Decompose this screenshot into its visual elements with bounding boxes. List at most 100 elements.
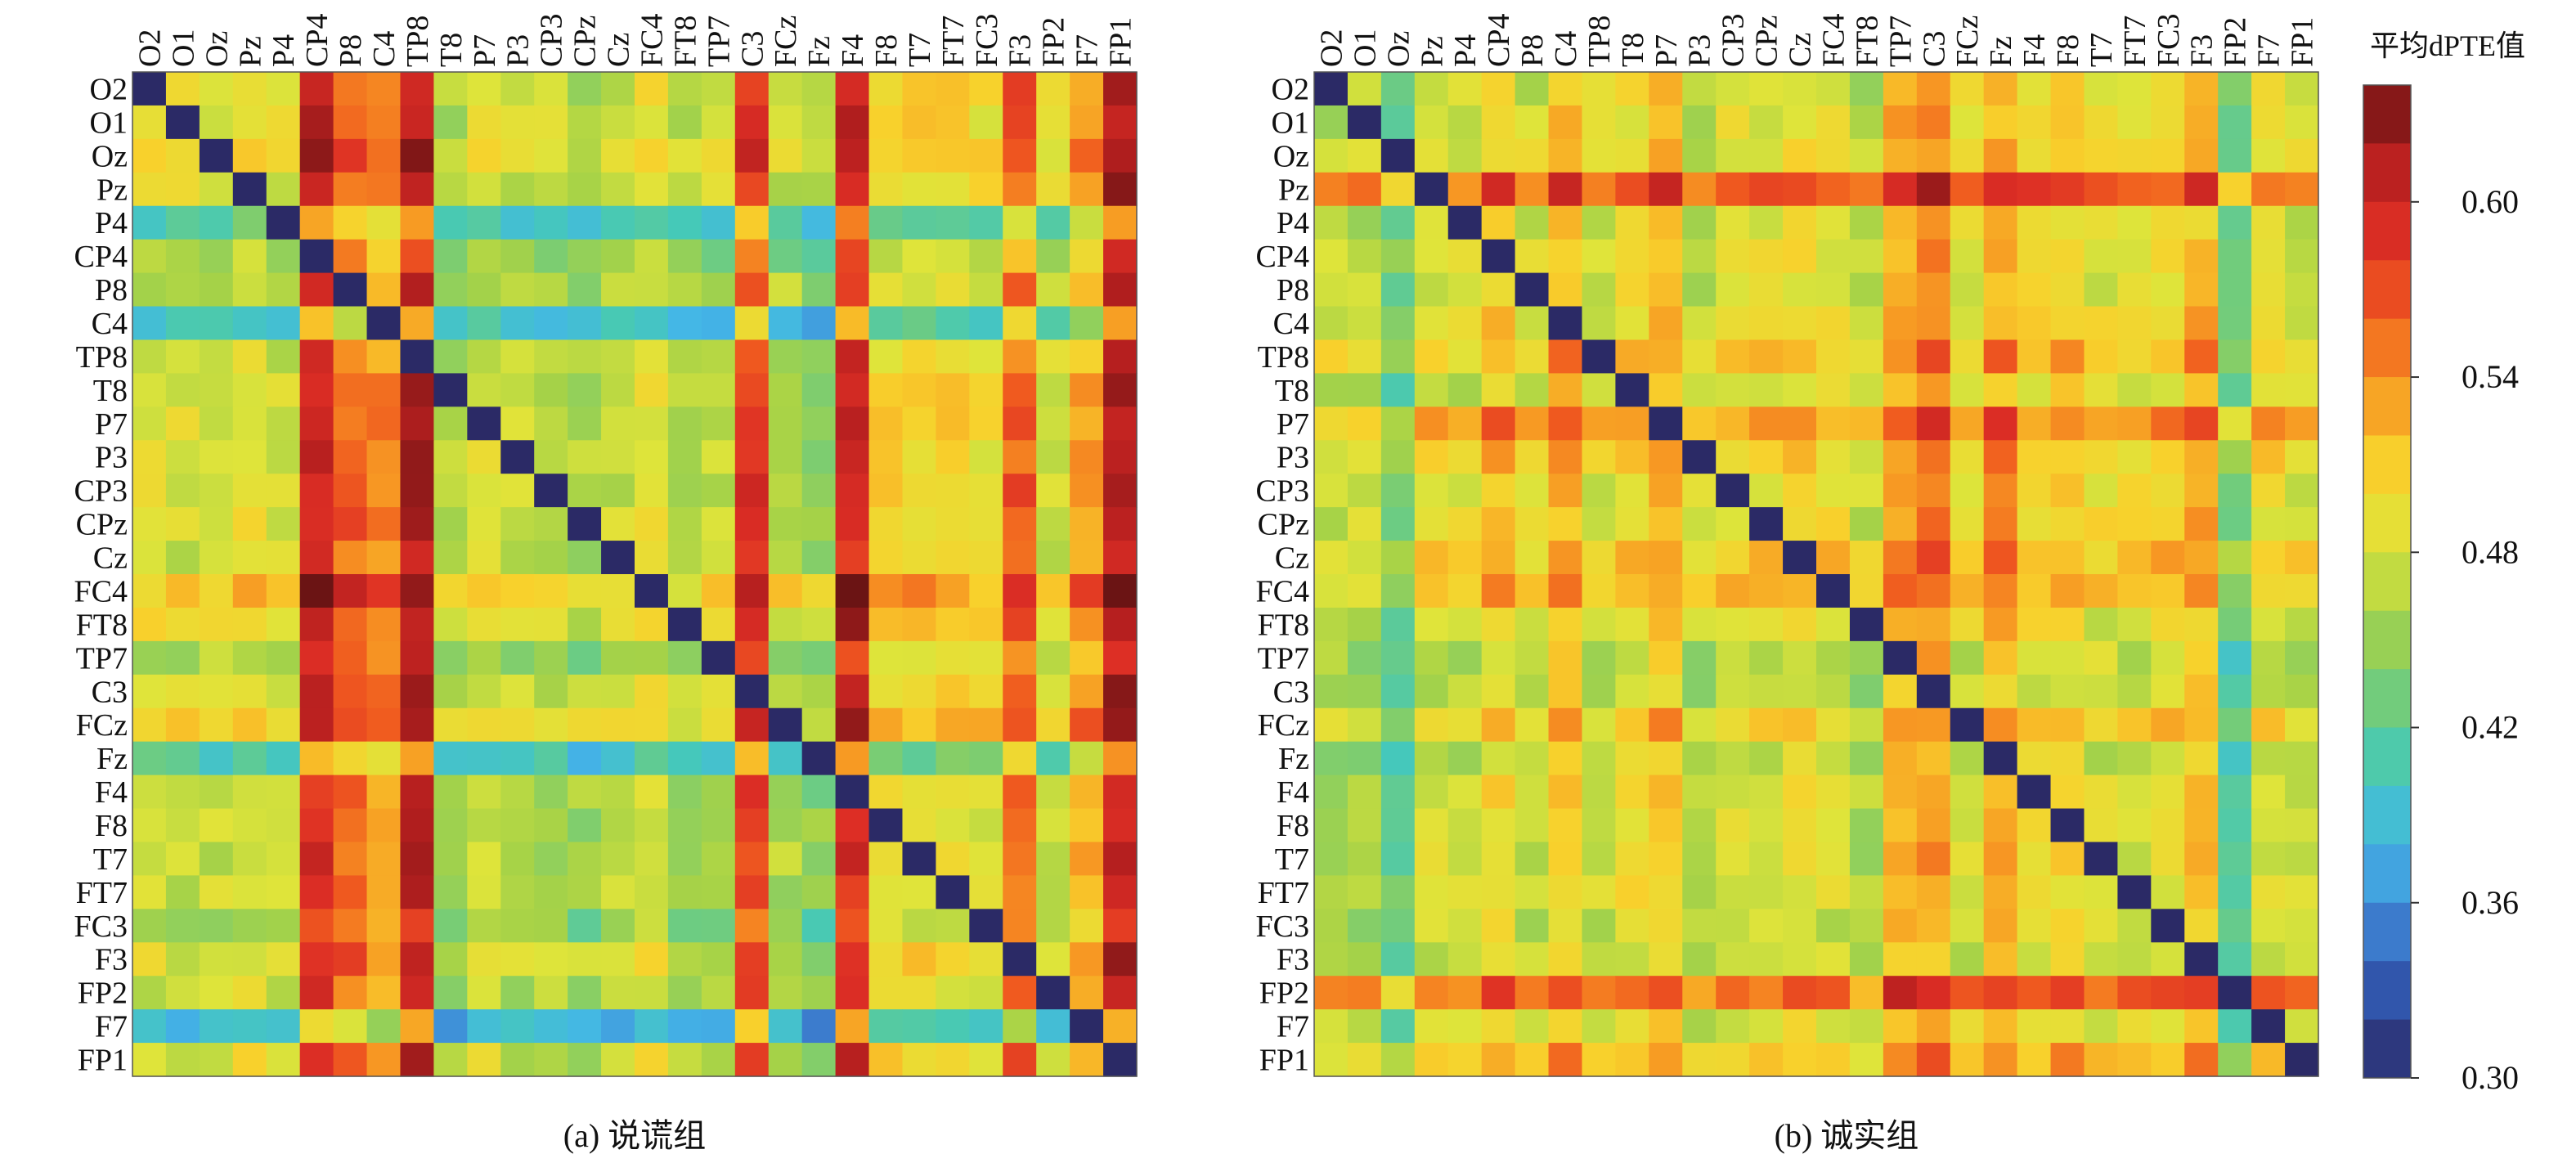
heatmap-cell <box>902 842 936 876</box>
heatmap-cell <box>2117 72 2152 106</box>
heatmap-cell <box>1003 72 1037 106</box>
heatmap-cell <box>969 205 1003 240</box>
heatmap-cell <box>299 474 334 508</box>
heatmap-cell <box>1481 707 1516 743</box>
heatmap-cell <box>1950 942 1985 977</box>
heatmap-cell <box>835 875 870 909</box>
heatmap-cell <box>835 306 870 341</box>
heatmap-cell <box>1615 239 1649 274</box>
heatmap-cell <box>1950 406 1985 441</box>
heatmap-cell <box>1950 474 1985 508</box>
heatmap-cell <box>868 272 904 308</box>
heatmap-cell <box>467 440 501 474</box>
heatmap-cell <box>2251 607 2286 642</box>
heatmap-cell <box>1849 105 1884 140</box>
heatmap-cell <box>1883 507 1918 541</box>
heatmap-cell <box>1036 507 1070 541</box>
heatmap-cell <box>132 574 167 608</box>
heatmap-cell <box>2285 1043 2319 1077</box>
heatmap-cell <box>768 239 803 274</box>
heatmap-cell <box>902 339 936 374</box>
heatmap-cell <box>165 942 200 977</box>
heatmap-cell <box>333 842 368 876</box>
row-tick-label: O1 <box>1272 106 1309 140</box>
heatmap-cell <box>2285 909 2319 943</box>
heatmap-cell <box>433 707 468 743</box>
heatmap-cell <box>366 976 402 1010</box>
heatmap-cell <box>734 775 770 810</box>
heatmap-cell <box>635 574 669 608</box>
heatmap-cell <box>1849 875 1884 909</box>
heatmap-cell <box>1849 842 1884 876</box>
heatmap-cell <box>601 674 635 709</box>
heatmap-cell <box>1481 541 1516 575</box>
heatmap-cell <box>2017 440 2052 474</box>
heatmap-cell <box>1447 239 1483 274</box>
heatmap-cell <box>232 138 267 173</box>
heatmap-cell <box>132 640 167 676</box>
heatmap-cell <box>467 1009 501 1044</box>
heatmap-cell <box>433 640 468 676</box>
heatmap-cell <box>667 741 702 776</box>
heatmap-cell <box>1749 808 1784 843</box>
heatmap-cell <box>1347 674 1382 709</box>
heatmap-cell <box>801 105 837 140</box>
heatmap-cell <box>936 707 970 743</box>
heatmap-cell <box>801 640 837 676</box>
heatmap-cell <box>1883 272 1918 308</box>
heatmap-cell <box>801 406 837 441</box>
heatmap-cell <box>1615 607 1649 642</box>
heatmap-cell <box>232 205 267 240</box>
heatmap-cell <box>868 507 904 541</box>
heatmap-cell <box>2151 1009 2185 1044</box>
heatmap-cell <box>1548 507 1583 541</box>
heatmap-cell <box>635 172 669 207</box>
heatmap-cell <box>1649 373 1683 407</box>
heatmap-cell <box>433 909 468 943</box>
heatmap-cell <box>2117 105 2152 140</box>
heatmap-cell <box>232 172 267 207</box>
heatmap-cell <box>1481 1043 1516 1077</box>
heatmap-cell <box>2084 741 2118 776</box>
heatmap-cell <box>734 172 770 207</box>
heatmap-cell <box>801 607 837 642</box>
heatmap-cell <box>701 842 736 876</box>
heatmap-cell <box>2151 172 2185 207</box>
heatmap-cell <box>568 205 602 240</box>
heatmap-cell <box>232 976 267 1010</box>
heatmap-cell <box>1582 574 1616 608</box>
heatmap-cell <box>1950 1009 1985 1044</box>
heatmap-cell <box>1749 640 1784 676</box>
heatmap-cell <box>936 373 970 407</box>
heatmap-cell <box>534 674 568 709</box>
heatmap-cell <box>266 909 301 943</box>
heatmap-cell <box>1380 72 1416 106</box>
column-tick-label: P7 <box>468 34 502 67</box>
heatmap-cell <box>1414 842 1449 876</box>
heatmap-cell <box>1347 272 1382 308</box>
heatmap-cell <box>1849 440 1884 474</box>
heatmap-cell <box>2050 808 2085 843</box>
heatmap-cell <box>1816 541 1851 575</box>
heatmap-cell <box>2184 707 2219 743</box>
heatmap-cell <box>1916 674 1951 709</box>
heatmap-cell <box>2151 1043 2185 1077</box>
heatmap-cell <box>1816 674 1851 709</box>
heatmap-cell <box>2251 842 2286 876</box>
heatmap-cell <box>1447 474 1483 508</box>
heatmap-cell <box>1103 808 1138 843</box>
column-tick-label: C4 <box>367 31 402 67</box>
heatmap-cell <box>1749 541 1784 575</box>
heatmap-cell <box>467 707 501 743</box>
heatmap-cell <box>366 674 402 709</box>
heatmap-cell <box>1447 741 1483 776</box>
heatmap-cell <box>734 942 770 977</box>
heatmap-cell <box>2117 640 2152 676</box>
heatmap-cell <box>2117 339 2152 374</box>
heatmap-cell <box>801 741 837 776</box>
heatmap-cell <box>2251 707 2286 743</box>
heatmap-cell <box>1070 574 1104 608</box>
heatmap-cell <box>199 640 234 676</box>
heatmap-cell <box>232 440 267 474</box>
heatmap-cell <box>936 976 970 1010</box>
